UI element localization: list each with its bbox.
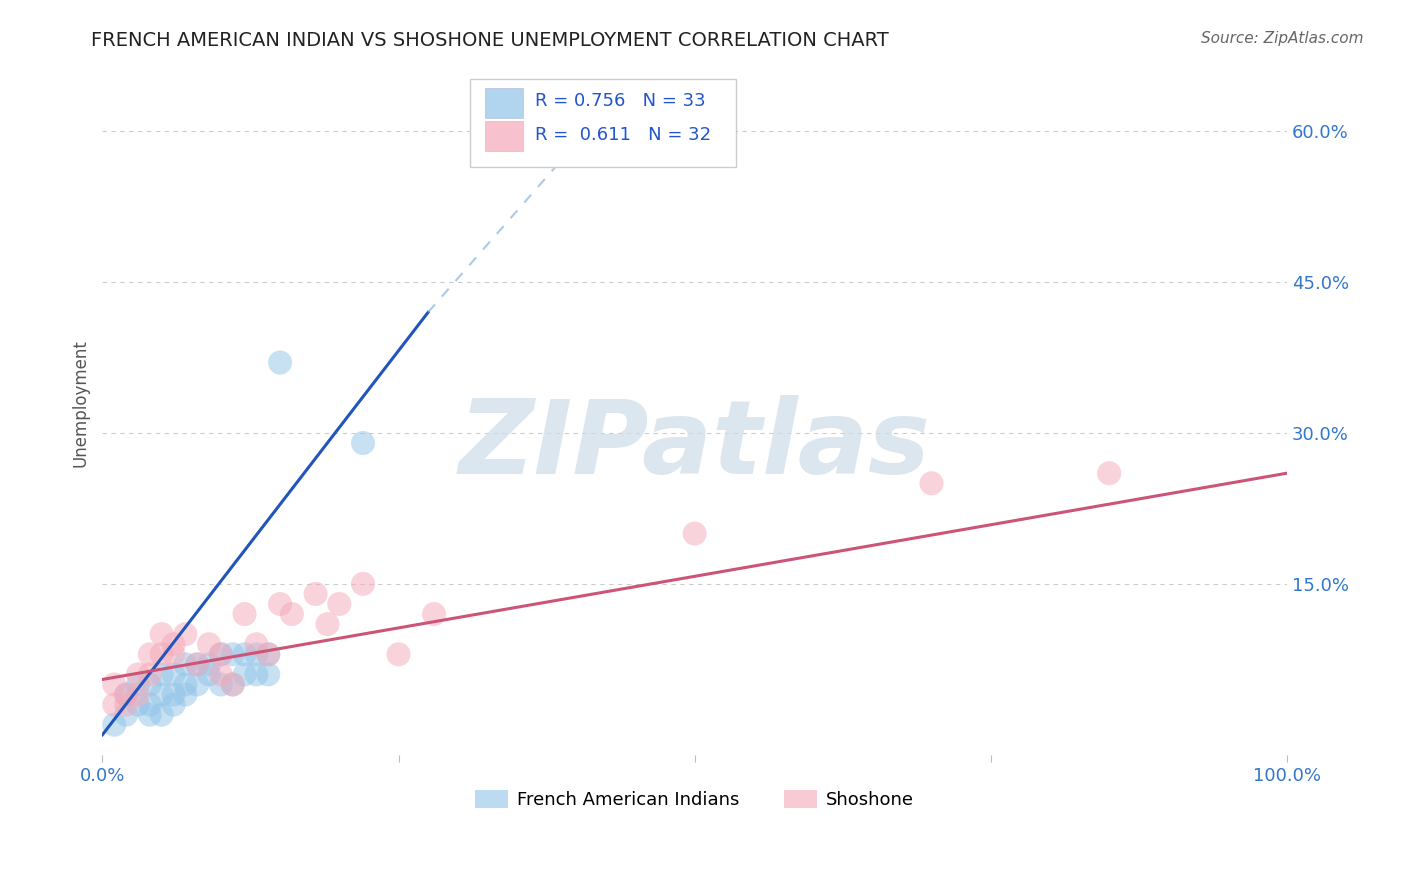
Point: [245, 637, 267, 651]
Text: ZIPatlas: ZIPatlas: [458, 394, 931, 496]
Point: [209, 648, 232, 662]
Point: [233, 607, 256, 621]
Point: [150, 667, 173, 681]
Point: [174, 677, 197, 691]
Point: [233, 648, 256, 662]
Point: [209, 667, 232, 681]
Point: [162, 637, 184, 651]
Point: [127, 688, 149, 702]
Text: Source: ZipAtlas.com: Source: ZipAtlas.com: [1201, 31, 1364, 46]
Point: [174, 627, 197, 641]
Point: [150, 688, 173, 702]
Point: [352, 436, 374, 450]
Point: [209, 648, 232, 662]
Text: FRENCH AMERICAN INDIAN VS SHOSHONE UNEMPLOYMENT CORRELATION CHART: FRENCH AMERICAN INDIAN VS SHOSHONE UNEMP…: [91, 31, 889, 50]
Point: [139, 677, 162, 691]
Point: [127, 677, 149, 691]
Point: [304, 587, 326, 601]
Point: [115, 688, 138, 702]
Text: R =  0.611   N = 32: R = 0.611 N = 32: [534, 126, 711, 144]
Point: [127, 698, 149, 712]
Point: [139, 667, 162, 681]
Point: [257, 648, 280, 662]
Point: [198, 657, 221, 672]
Point: [245, 667, 267, 681]
Y-axis label: Unemployment: Unemployment: [72, 339, 89, 467]
Point: [328, 597, 350, 611]
Point: [162, 698, 184, 712]
Point: [115, 698, 138, 712]
Point: [174, 688, 197, 702]
Point: [198, 637, 221, 651]
Point: [222, 677, 245, 691]
Point: [683, 526, 706, 541]
Point: [222, 677, 245, 691]
Point: [139, 648, 162, 662]
Point: [921, 476, 943, 491]
Point: [209, 677, 232, 691]
Point: [174, 657, 197, 672]
Point: [245, 648, 267, 662]
Point: [103, 677, 125, 691]
Point: [269, 355, 291, 369]
Point: [269, 597, 291, 611]
FancyBboxPatch shape: [470, 78, 737, 167]
Point: [387, 648, 409, 662]
Point: [186, 657, 208, 672]
Point: [257, 648, 280, 662]
Point: [316, 617, 339, 632]
Point: [139, 698, 162, 712]
Point: [127, 667, 149, 681]
Point: [103, 717, 125, 731]
Point: [257, 667, 280, 681]
Point: [115, 707, 138, 722]
Point: [162, 648, 184, 662]
Point: [103, 698, 125, 712]
Point: [281, 607, 304, 621]
Point: [198, 667, 221, 681]
Point: [222, 648, 245, 662]
Point: [233, 667, 256, 681]
Point: [115, 688, 138, 702]
Point: [423, 607, 446, 621]
Point: [162, 688, 184, 702]
Point: [150, 707, 173, 722]
FancyBboxPatch shape: [485, 121, 523, 151]
FancyBboxPatch shape: [485, 88, 523, 118]
Point: [186, 657, 208, 672]
Point: [139, 707, 162, 722]
Legend: French American Indians, Shoshone: French American Indians, Shoshone: [468, 782, 921, 816]
Point: [352, 577, 374, 591]
Point: [186, 677, 208, 691]
Point: [150, 627, 173, 641]
Point: [1098, 467, 1121, 481]
Point: [162, 667, 184, 681]
Point: [150, 648, 173, 662]
Text: R = 0.756   N = 33: R = 0.756 N = 33: [534, 93, 706, 111]
